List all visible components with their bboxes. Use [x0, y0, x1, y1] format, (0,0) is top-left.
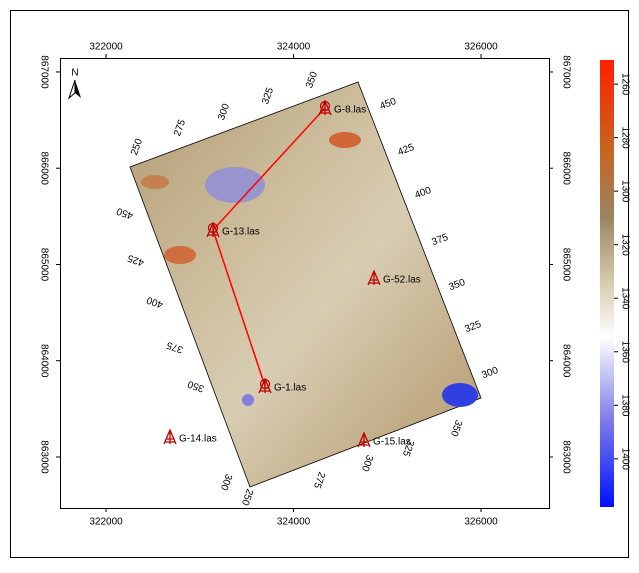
well-label: G-52.las — [383, 275, 421, 286]
colorbar-label: 1360 — [619, 341, 630, 364]
well-label: G-14.las — [179, 434, 217, 445]
y-tick-label: 866000 — [560, 152, 571, 186]
y-tick-label: 867000 — [38, 55, 49, 89]
y-tick-label: 865000 — [38, 248, 49, 282]
colorbar-label: 1380 — [619, 394, 630, 417]
well-label: G-8.las — [334, 105, 366, 116]
y-tick-label: 863000 — [38, 440, 49, 474]
anomaly — [242, 394, 254, 406]
well-symbol — [163, 428, 177, 445]
surface — [129, 81, 482, 488]
colorbar-label: 1260 — [619, 73, 630, 96]
outer-border — [10, 10, 629, 558]
well-label: G-1.las — [274, 383, 306, 394]
y-tick-label: 864000 — [38, 344, 49, 378]
colorbar-label: 1320 — [619, 234, 630, 257]
well-label: G-15.las — [373, 437, 411, 448]
colorbar — [600, 60, 614, 507]
x-tick-label: 324000 — [277, 517, 311, 528]
anomaly — [329, 132, 361, 148]
north-label: N — [71, 68, 78, 79]
x-tick-label: 324000 — [277, 42, 311, 53]
anomaly — [205, 167, 265, 203]
well-marker — [207, 222, 219, 234]
colorbar-label: 1340 — [619, 287, 630, 310]
well-marker — [319, 100, 331, 112]
colorbar-label: 1280 — [619, 126, 630, 149]
anomaly — [442, 383, 478, 407]
y-tick-label: 863000 — [560, 440, 571, 474]
well-symbol — [357, 431, 371, 448]
x-tick-label: 322000 — [89, 42, 123, 53]
well-marker — [259, 378, 271, 390]
anomaly — [141, 175, 169, 189]
colorbar-label: 1400 — [619, 448, 630, 471]
x-tick-label: 326000 — [464, 42, 498, 53]
y-tick-label: 864000 — [560, 344, 571, 378]
y-tick-label: 866000 — [38, 152, 49, 186]
colorbar-label: 1300 — [619, 180, 630, 203]
x-tick-label: 322000 — [89, 517, 123, 528]
anomaly — [164, 246, 196, 264]
north-arrow: N — [67, 68, 81, 100]
well-symbol — [367, 269, 381, 286]
y-tick-label: 865000 — [560, 248, 571, 282]
x-tick-label: 326000 — [464, 517, 498, 528]
y-tick-label: 867000 — [560, 55, 571, 89]
arrow-right — [75, 80, 81, 98]
well-label: G-13.las — [222, 227, 260, 238]
